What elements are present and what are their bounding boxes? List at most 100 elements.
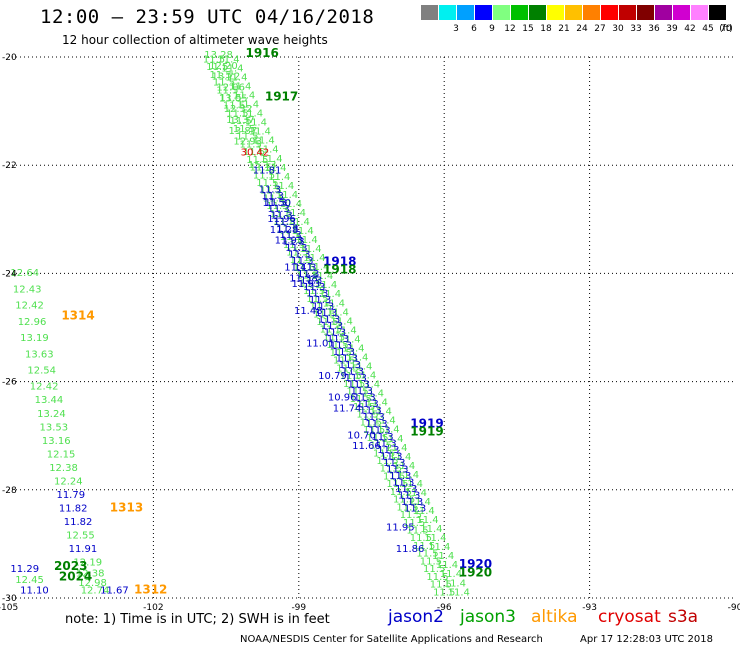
track-glyph: 11.3 <box>303 282 325 293</box>
track-glyph: 11.5 <box>353 402 375 413</box>
track-glyph: 11.3 <box>386 464 408 475</box>
track-glyph: 11.5 <box>346 386 368 397</box>
track-glyph: 11.3 <box>377 445 399 456</box>
lon-tick-label: -93 <box>582 603 597 613</box>
track-glyph: 11.5 <box>340 371 362 382</box>
track-glyph: 11.4 <box>385 443 407 454</box>
legend-swatch <box>565 5 582 20</box>
track-glyph: 11.3 <box>318 315 340 326</box>
wave-height-value: 11.93 <box>292 279 321 290</box>
wave-height-value: 12.64 <box>10 268 39 279</box>
track-glyph: 11.5 <box>316 317 338 328</box>
track-glyph: 11.4 <box>354 371 376 382</box>
wave-height-value: 11.10 <box>20 586 49 597</box>
wave-height-value: 12.06 <box>216 83 245 94</box>
lon-tick-label: -99 <box>291 603 306 613</box>
track-glyph: 11.3 <box>312 302 334 313</box>
track-glyph: 11.5 <box>210 70 232 81</box>
pass-number-label: 1312 <box>134 583 167 597</box>
wave-height-value: 11.82 <box>64 517 93 528</box>
legend-label: 9 <box>489 24 495 34</box>
track-glyph: 11.4 <box>377 425 399 436</box>
track-glyph: 11.5 <box>403 518 425 529</box>
pass-number-label: 1918 <box>323 262 356 276</box>
track-glyph: 11.4 <box>370 407 392 418</box>
track-glyph: 11.4 <box>221 63 243 74</box>
wave-height-value: 11.38 <box>289 274 318 285</box>
track-glyph: 11.5 <box>423 564 445 575</box>
track-glyph: 11.4 <box>401 479 423 490</box>
wave-height-value: 12.24 <box>54 476 83 487</box>
track-glyph: 11.4 <box>268 172 290 183</box>
track-glyph: 11.5 <box>236 132 258 143</box>
legend-swatch <box>511 5 528 20</box>
track-glyph: 11.4 <box>295 235 317 246</box>
track-glyph: 11.4 <box>284 208 306 219</box>
pass-number-label: 1313 <box>110 500 143 514</box>
track-glyph: 11.3 <box>368 425 390 436</box>
pass-number-label: 1919 <box>410 425 443 439</box>
track-glyph: 11.3 <box>371 432 393 443</box>
wave-height-value: 11.01 <box>306 338 335 349</box>
wave-height-value: 12.74 <box>81 586 110 597</box>
track-glyph: 11.4 <box>338 334 360 345</box>
axis-tick-labels: -105 -102 -99 -96 -93 -90 -20 -22 -24 -26 -28 -30 <box>0 53 740 613</box>
track-glyph: 11.4 <box>334 325 356 336</box>
track-glyph: 11.5 <box>256 178 278 189</box>
satellite-key-cryosat: cryosat <box>598 607 661 627</box>
wave-height-value: 11.82 <box>59 503 88 514</box>
wave-height-value: 11.28 <box>270 225 299 236</box>
track-glyph: 11.5 <box>413 541 435 552</box>
map-grid <box>8 56 735 599</box>
lat-tick-label: -22 <box>2 161 17 171</box>
track-glyph: 11.5 <box>300 278 322 289</box>
track-glyph: 11.3 <box>267 204 289 215</box>
wave-height-value: 11.86 <box>396 544 425 555</box>
track-glyph: 11.5 <box>366 433 388 444</box>
pass-number-label: 1916 <box>245 46 278 60</box>
timestamp-text: Apr 17 12:28:03 UTC 2018 <box>580 634 713 645</box>
track-glyph: 11.4 <box>362 389 384 400</box>
pass-number-label: 1919 <box>410 417 443 431</box>
track-glyph: 11.4 <box>288 217 310 228</box>
legend-label: 45 <box>702 24 714 34</box>
track-glyph: 11.5 <box>293 263 315 274</box>
track-glyph: 11.3 <box>315 308 337 319</box>
track-glyph: 11.5 <box>280 232 302 243</box>
track-glyph: 11.4 <box>416 515 438 526</box>
wave-height-value: 12.43 <box>13 284 42 295</box>
lon-tick-label: -96 <box>437 603 452 613</box>
satellite-key-jason3: jason3 <box>460 607 516 627</box>
wave-height-value: 13.44 <box>35 395 64 406</box>
wave-height-value: 11.95 <box>386 522 415 533</box>
legend-label: 70 <box>720 24 732 34</box>
legend-swatch <box>655 5 672 20</box>
track-glyph: 11.3 <box>288 249 310 260</box>
track-glyph: 11.4 <box>346 352 368 363</box>
track-glyph: 11.3 <box>362 412 384 423</box>
legend-label: 18 <box>540 24 552 34</box>
wave-height-value: 11.74 <box>333 403 362 414</box>
legend-label: 6 <box>471 24 477 34</box>
wave-height-value: 13.05 <box>219 93 248 104</box>
track-glyph: 11.4 <box>366 398 388 409</box>
track-glyph: 11.3 <box>401 497 423 508</box>
track-glyph: 11.3 <box>321 321 343 332</box>
track-glyph: 11.3 <box>327 334 349 345</box>
wave-height-value: 11.93 <box>275 236 304 247</box>
wave-height-value: 13.53 <box>40 422 69 433</box>
track-glyph: 11.5 <box>276 224 298 235</box>
track-glyph: 11.5 <box>376 456 398 467</box>
track-glyph: 11.4 <box>444 578 466 589</box>
track-glyph: 11.4 <box>253 136 275 147</box>
wave-height-value: 11.91 <box>69 544 98 555</box>
track-glyph: 11.4 <box>241 109 263 120</box>
track-glyph: 11.5 <box>356 410 378 421</box>
track-glyph: 11.5 <box>320 325 342 336</box>
track-glyph: 11.5 <box>203 54 225 65</box>
track-glyph: 11.5 <box>383 471 405 482</box>
wave-height-value: 13.72 <box>212 72 241 83</box>
track-glyph: 11.5 <box>343 379 365 390</box>
track-glyph: 11.5 <box>213 78 235 89</box>
